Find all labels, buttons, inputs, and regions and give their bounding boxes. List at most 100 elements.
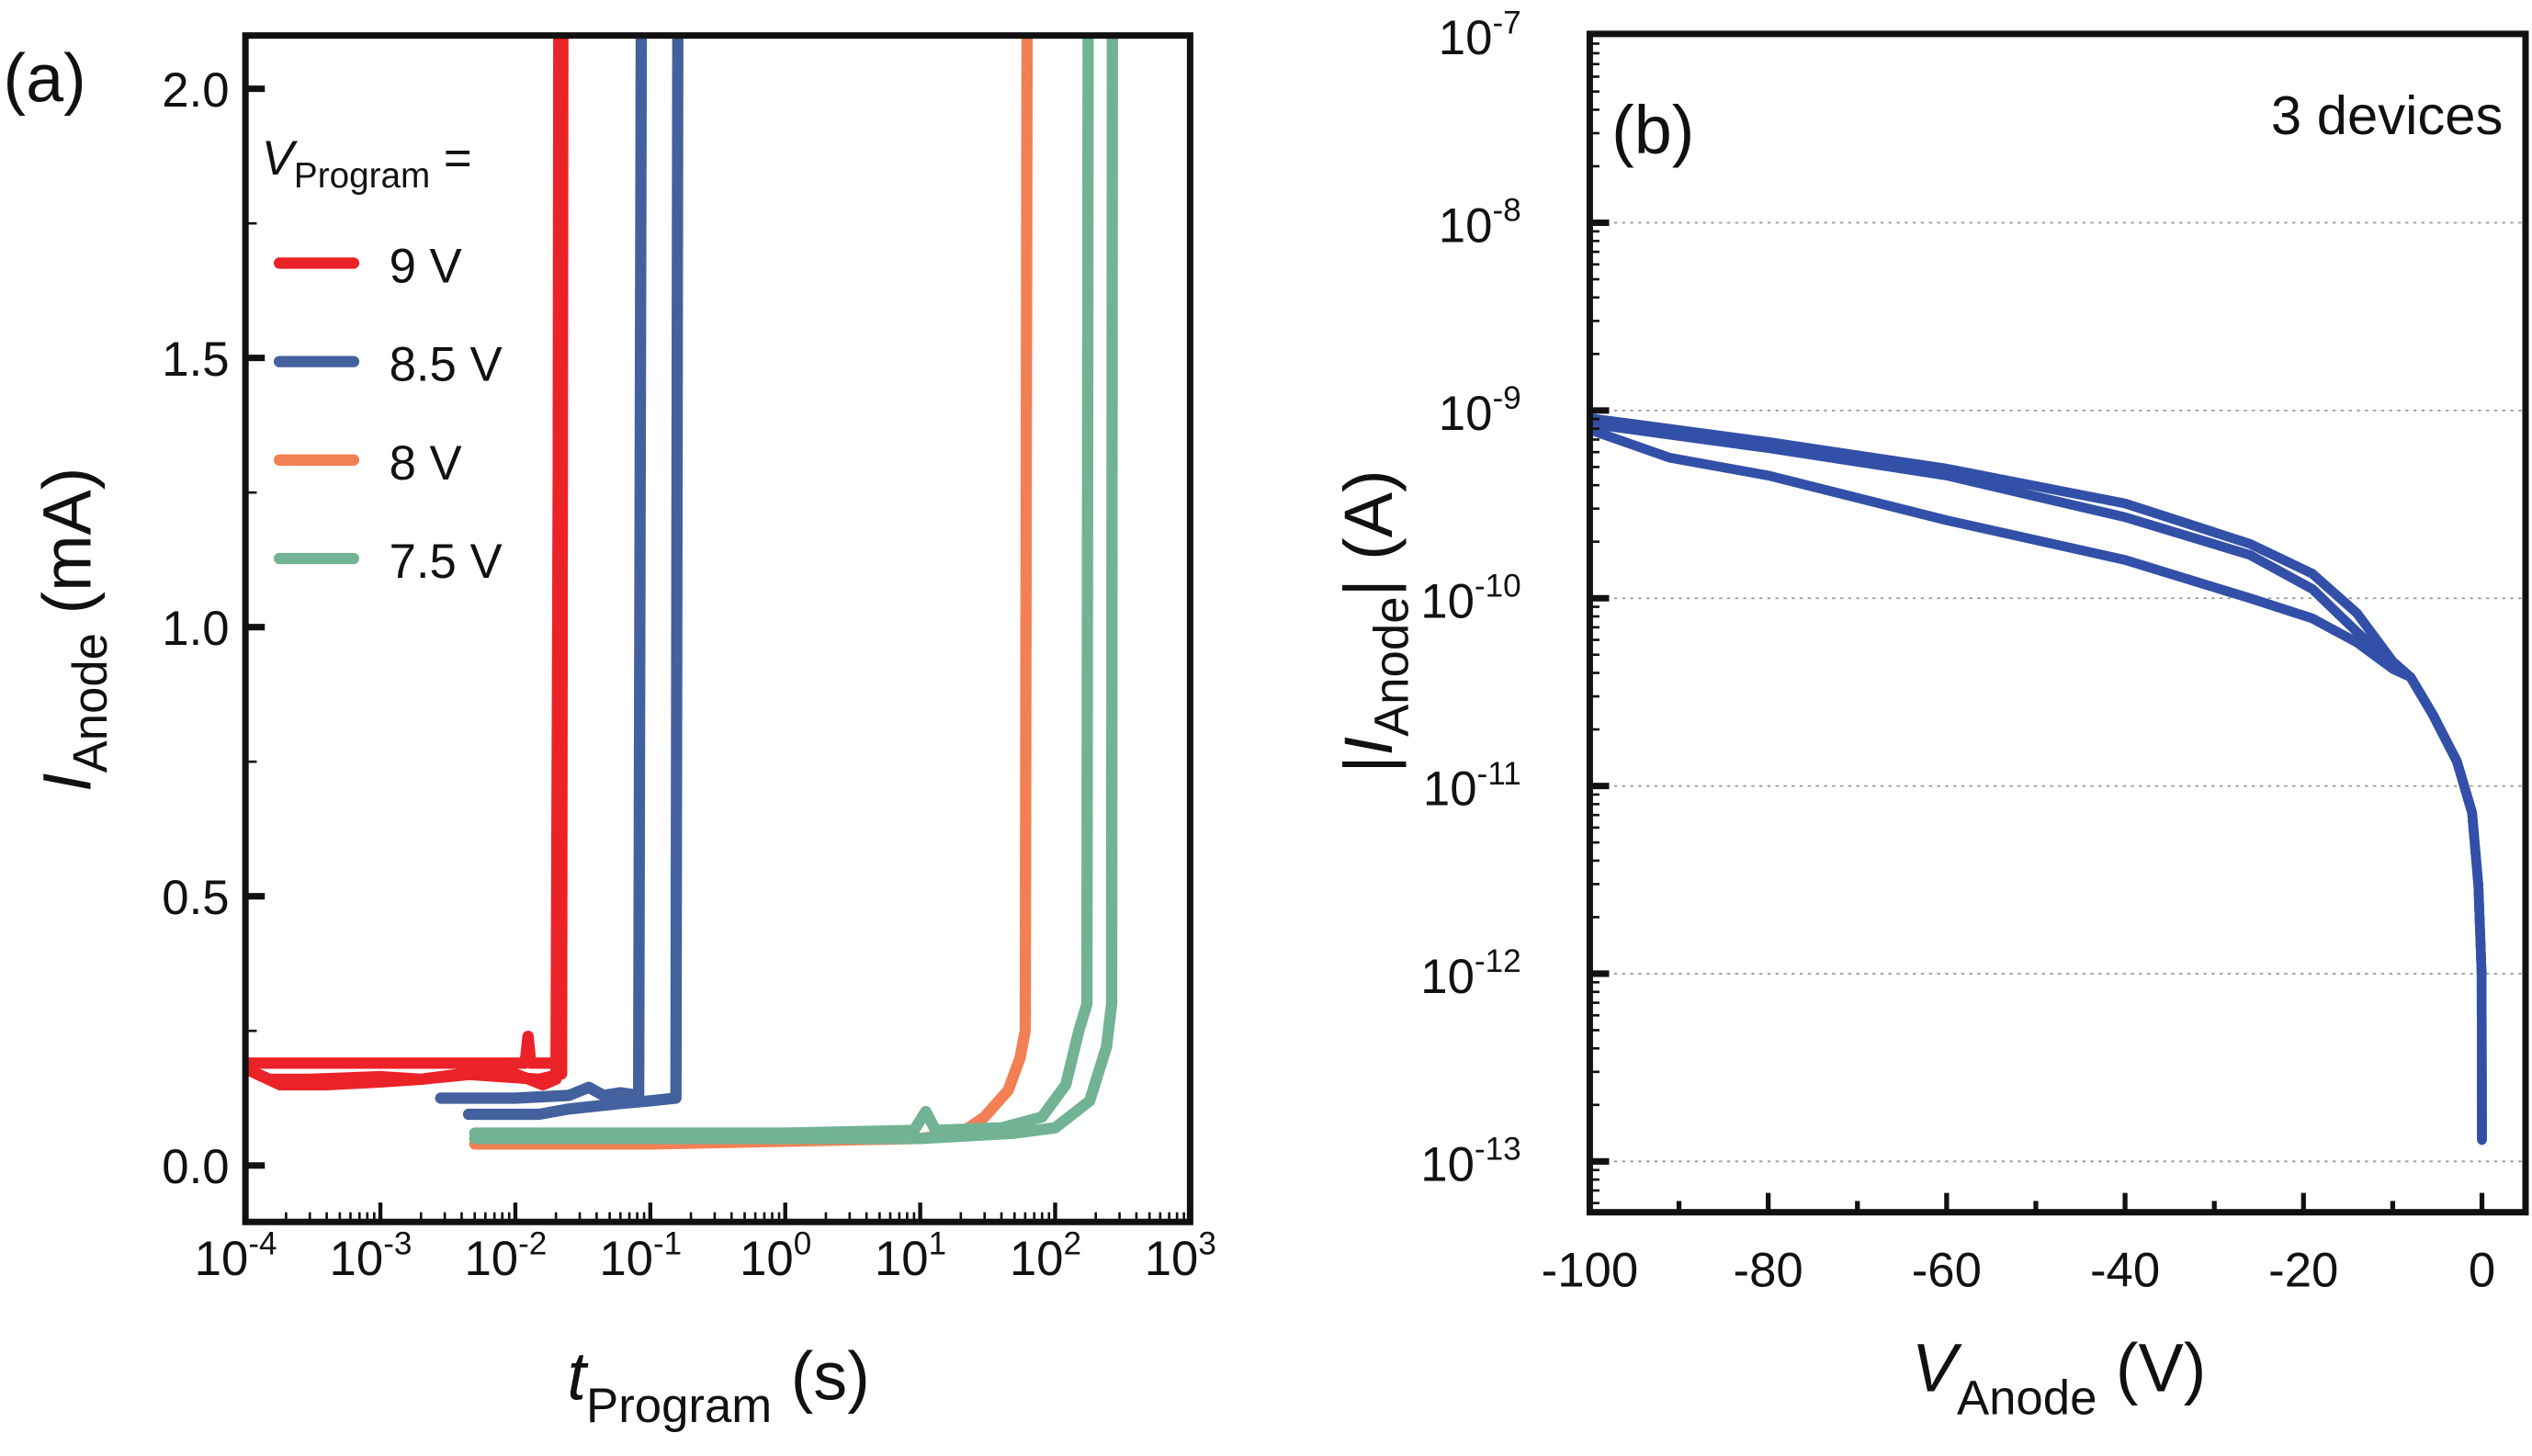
- tick-exponent: -3: [383, 1225, 412, 1261]
- tick-base: 10: [330, 1232, 384, 1286]
- panel-b-x-tick-label: -40: [2090, 1243, 2160, 1297]
- panel-b-annotation: 3 devices: [2271, 85, 2503, 146]
- tick-base: 10: [1010, 1232, 1064, 1286]
- legend-item: 8 V: [273, 436, 462, 491]
- tick-base: 10: [1439, 199, 1493, 254]
- tick-base: 10: [1145, 1232, 1199, 1286]
- legend-title-sub: Program: [294, 156, 430, 196]
- panel-a-y-tick-label: 1.0: [162, 602, 229, 656]
- panel-a: 0.00.51.01.52.010-4 10-3 10-2 10-1 100 101 102…: [4, 32, 1216, 1434]
- panel-a-y-tick-label: 1.5: [162, 333, 229, 387]
- tick-exponent: 0: [794, 1225, 812, 1261]
- legend-title: VProgram =: [262, 131, 472, 196]
- panel-a-series-group: [245, 35, 1118, 1150]
- panel-b-label: (b): [1611, 92, 1694, 168]
- tick-exponent: 1: [929, 1225, 947, 1261]
- panel-a-x-tick-label: 10-1: [599, 1225, 682, 1286]
- panel-b-x-tick-label: 0: [2469, 1243, 2495, 1297]
- panel-a-x-tick-label: 101: [875, 1225, 946, 1286]
- panel-b-y-tick-label: 10-9: [1439, 380, 1521, 441]
- legend-label: 7.5 V: [390, 535, 503, 589]
- legend-label: 8 V: [390, 436, 462, 491]
- panel-b-ylabel-var: I: [1330, 737, 1407, 756]
- panel-a-axes-frame: [242, 32, 1193, 1225]
- panel-a-ylabel-var: I: [28, 773, 105, 792]
- panel-a-x-tick-label: 10-4: [195, 1225, 277, 1286]
- panel-b-y-tick-label: 10-13: [1420, 1132, 1520, 1192]
- panel-b-xlabel-var: V: [1912, 1330, 1962, 1406]
- tick-exponent: 3: [1198, 1225, 1216, 1261]
- tick-base: 10: [740, 1232, 794, 1286]
- panel-b-y-tick-label: 10-7: [1439, 5, 1521, 65]
- tick-base: 10: [875, 1232, 929, 1286]
- panel-a-ylabel-unit: (mA): [28, 468, 105, 633]
- panel-b-y-tick-label: 10-8: [1439, 193, 1521, 254]
- series-9-v-trace-3: [245, 35, 569, 1090]
- legend-item: 9 V: [273, 240, 462, 294]
- panel-a-label: (a): [4, 40, 86, 117]
- tick-base: 10: [1439, 387, 1493, 441]
- panel-a-xlabel-unit: (s): [772, 1338, 870, 1415]
- tick-base: 10: [1423, 762, 1477, 817]
- series-7-5-v-trace-2: [469, 35, 1118, 1145]
- tick-base: 10: [464, 1232, 518, 1286]
- panel-a-ylabel-sub: Anode: [63, 633, 118, 773]
- legend-item: 8.5 V: [273, 338, 503, 392]
- panel-a-axes: 0.00.51.01.52.010-4 10-3 10-2 10-1 100 101 102…: [162, 32, 1216, 1286]
- panel-a-y-tick-label: 0.5: [162, 871, 229, 925]
- panel-a-x-tick-label: 103: [1145, 1225, 1216, 1286]
- tick-exponent: -7: [1492, 5, 1520, 40]
- legend-title-var: V: [262, 131, 299, 186]
- tick-base: 10: [599, 1232, 653, 1286]
- series-device-2: [1588, 418, 2487, 1146]
- legend-label: 9 V: [390, 240, 462, 294]
- panel-b-x-axis-title: VAnode (V): [1912, 1330, 2207, 1426]
- tick-base: 10: [1420, 1137, 1475, 1191]
- tick-exponent: -10: [1475, 568, 1521, 604]
- panel-b-y-tick-label: 10-11: [1423, 756, 1521, 817]
- series-8-5-v-trace-2: [462, 35, 684, 1121]
- panel-a-x-tick-label: 102: [1010, 1225, 1081, 1286]
- panel-a-x-tick-label: 10-2: [464, 1225, 547, 1286]
- tick-exponent: 2: [1064, 1225, 1082, 1261]
- series-8-5-v-trace-1: [435, 35, 648, 1104]
- tick-base: 10: [1420, 950, 1475, 1004]
- panel-a-y-tick-label: 0.0: [162, 1140, 229, 1194]
- panel-b-x-tick-label: -60: [1912, 1243, 1982, 1297]
- tick-exponent: -9: [1492, 380, 1520, 416]
- panel-a-x-tick-label: 100: [740, 1225, 811, 1286]
- panel-b-y-tick-label: 10-12: [1420, 943, 1520, 1004]
- panel-a-legend: VProgram = 9 V 8.5 V 8 V 7.5 V: [262, 131, 503, 589]
- series-device-1: [1588, 413, 2487, 1146]
- panel-b-y-tick-label: 10-10: [1420, 568, 1520, 628]
- tick-exponent: -1: [653, 1225, 682, 1261]
- panel-b-axes-frame: [1586, 30, 2529, 1216]
- legend-item: 7.5 V: [273, 535, 503, 589]
- tick-exponent: -13: [1475, 1132, 1521, 1168]
- tick-exponent: -12: [1475, 943, 1521, 979]
- panel-a-y-axis-title: IAnode (mA): [28, 468, 118, 792]
- series-device-3: [1588, 424, 2487, 1146]
- panel-a-xlabel-sub: Program: [586, 1379, 772, 1433]
- panel-b-y-axis-title: |IAnode| (A): [1330, 469, 1419, 773]
- panel-b-x-tick-label: -80: [1734, 1243, 1803, 1297]
- tick-exponent: -4: [248, 1225, 277, 1261]
- panel-a-xlabel-var: t: [568, 1338, 590, 1415]
- panel-b-ylabel-unit: | (A): [1330, 469, 1407, 596]
- tick-base: 10: [1420, 574, 1475, 628]
- panel-b-gridlines: [1589, 221, 2526, 1163]
- panel-a-x-tick-label: 10-3: [330, 1225, 413, 1286]
- tick-exponent: -11: [1477, 756, 1521, 792]
- tick-exponent: -2: [518, 1225, 547, 1261]
- tick-base: 10: [1439, 11, 1493, 65]
- legend-title-suffix: =: [430, 131, 471, 186]
- panel-b-x-tick-label: -20: [2268, 1243, 2338, 1297]
- tick-base: 10: [195, 1232, 249, 1286]
- panel-b-xlabel-unit: (V): [2097, 1330, 2206, 1406]
- legend-label: 8.5 V: [390, 338, 503, 392]
- tick-exponent: -8: [1492, 193, 1520, 229]
- panel-a-x-axis-title: tProgram (s): [568, 1338, 870, 1434]
